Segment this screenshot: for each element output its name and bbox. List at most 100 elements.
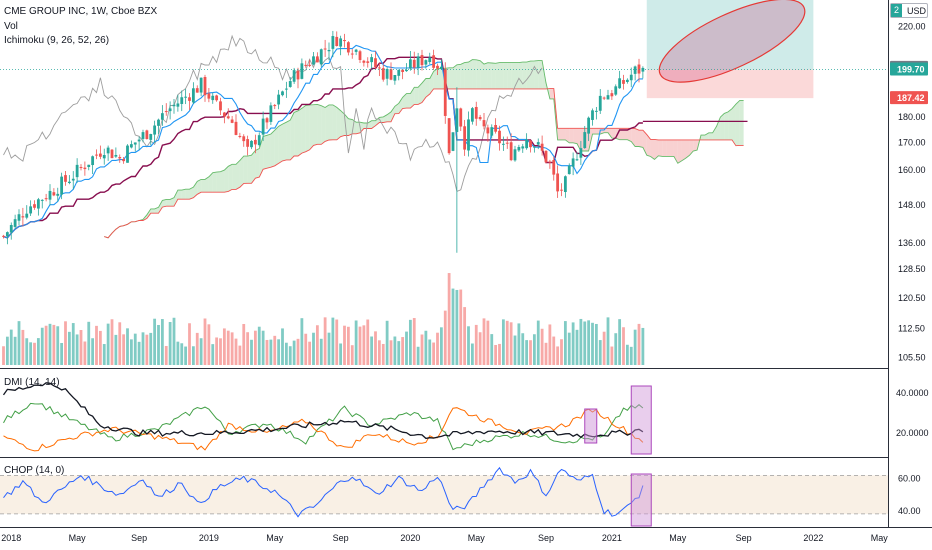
candle-body (470, 108, 474, 122)
candle-body (556, 173, 560, 192)
volume-bar (17, 321, 21, 365)
cloud-segment (185, 189, 190, 200)
volume-bar (211, 344, 215, 365)
candle-body (98, 153, 102, 157)
cloud-segment (348, 118, 353, 136)
candle-body (622, 80, 625, 84)
candle-body (467, 119, 470, 151)
currency-selector[interactable]: 2 USD (890, 3, 928, 18)
volume-bar (222, 328, 226, 365)
volume-bar (207, 324, 211, 365)
candle-body (424, 60, 428, 65)
volume-bar (195, 332, 199, 365)
candle-body (544, 150, 548, 163)
cloud-segment (270, 130, 275, 168)
volume-bar (149, 332, 153, 365)
chop-highlight (630, 473, 652, 527)
volume-bar (234, 338, 238, 365)
price-tick-label: 112.50 (898, 324, 925, 334)
price-tick-label: 160.00 (898, 165, 926, 175)
cloud-segment (267, 134, 271, 169)
volume-bar (281, 328, 284, 365)
cloud-segment (251, 150, 256, 184)
cloud-segment (437, 68, 442, 89)
vol-legend[interactable]: Vol (4, 21, 18, 32)
cloud-segment (278, 124, 283, 164)
volume-bar (114, 334, 118, 365)
volume-bar (625, 344, 629, 365)
cloud-segment (662, 139, 667, 157)
candle-body (610, 93, 614, 97)
candle-body (308, 64, 312, 66)
volume-bar (563, 321, 567, 365)
dmi-legend[interactable]: DMI (14, 14) (4, 377, 60, 388)
volume-bar (21, 329, 25, 365)
cloud-segment (146, 208, 151, 219)
candle-body (319, 49, 323, 65)
candle-body (532, 146, 536, 148)
cloud-segment (720, 113, 725, 140)
candle-body (242, 136, 246, 142)
cloud-segment (716, 117, 721, 140)
candle-body (486, 127, 490, 134)
cloud-segment (406, 93, 411, 109)
volume-bar (327, 332, 331, 365)
cloud-segment (534, 60, 539, 89)
cloud-segment (418, 83, 422, 105)
cloud-segment (243, 156, 248, 184)
volume-bar (397, 341, 401, 365)
volume-bar (470, 343, 474, 365)
candle-body (211, 95, 215, 101)
currency-badge: 2 (891, 4, 902, 17)
cloud-segment (255, 148, 260, 179)
cloud-segment (158, 200, 163, 214)
volume-bar (567, 332, 571, 365)
candle-body (350, 53, 354, 55)
price-tick-label: 148.00 (898, 200, 926, 210)
volume-bar (67, 331, 71, 365)
candle-body (583, 132, 587, 148)
cloud-segment (484, 62, 488, 89)
candle-body (2, 235, 5, 237)
candle-body (385, 68, 389, 79)
volume-bar (238, 345, 242, 365)
volume-bar (424, 330, 428, 365)
candle-body (21, 216, 25, 218)
cloud-segment (174, 190, 178, 207)
cloud-segment (336, 107, 341, 140)
volume-bar (374, 331, 377, 365)
candle-body (168, 108, 172, 112)
volume-bar (439, 327, 443, 365)
candle-body (637, 64, 641, 74)
candle-body (13, 219, 17, 227)
symbol-legend[interactable]: CME GROUP INC, 1W, Cboe BZX (4, 6, 158, 17)
candle-body (339, 38, 343, 47)
volume-bar (157, 324, 160, 365)
cloud-segment (433, 68, 438, 89)
volume-bar (451, 288, 455, 365)
adx-line (2, 382, 644, 440)
ichimoku-legend[interactable]: Ichimoku (9, 26, 52, 26) (4, 35, 110, 46)
volume-bar (556, 346, 560, 365)
candle-body (412, 59, 416, 68)
cloud-segment (499, 62, 504, 89)
cloud-segment (449, 67, 453, 89)
volume-bar (591, 322, 594, 365)
candle-body (160, 113, 164, 120)
volume-bar (164, 345, 168, 365)
candle-body (250, 140, 253, 148)
cloud-segment (181, 189, 186, 200)
candle-body (261, 118, 265, 135)
volume-bar (319, 338, 323, 365)
candle-body (153, 125, 157, 135)
cloud-segment (677, 139, 682, 164)
volume-bar (87, 321, 91, 365)
chop-tick-label: 60.00 (898, 473, 921, 483)
volume-bar (622, 327, 625, 365)
candle-body (284, 88, 288, 90)
chop-legend[interactable]: CHOP (14, 0) (4, 465, 65, 476)
candles (2, 30, 645, 253)
cloud-segment (340, 110, 345, 137)
volume-bar (2, 346, 5, 365)
